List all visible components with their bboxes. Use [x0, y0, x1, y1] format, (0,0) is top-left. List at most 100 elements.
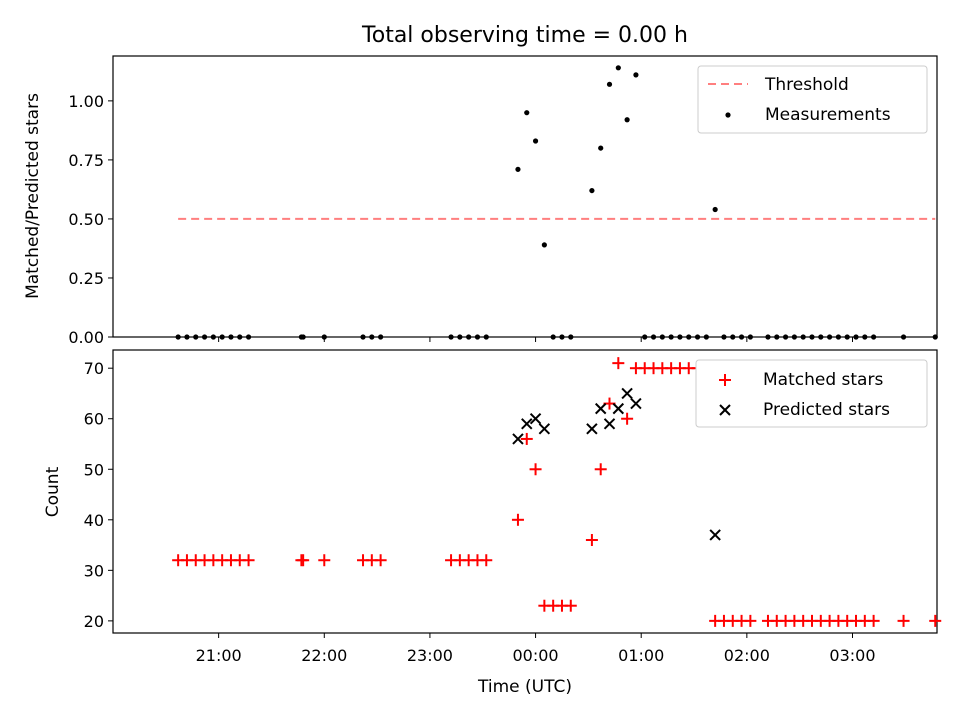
- bottom-y-tick-label: 70: [84, 359, 104, 378]
- top-plot-frame: [112, 55, 938, 338]
- matched-star-point: [897, 614, 910, 627]
- top-y-axis-label: Matched/Predicted stars: [23, 93, 43, 299]
- legend-predicted-label: Predicted stars: [763, 400, 890, 420]
- measurement-point: [606, 81, 613, 87]
- measurement-point: [237, 334, 243, 340]
- bottom-y-axis-label: Count: [43, 466, 63, 517]
- predicted-star-point: [512, 433, 524, 445]
- matched-star-point: [744, 614, 757, 627]
- measurement-point: [800, 334, 806, 340]
- measurement-point: [559, 334, 565, 340]
- measurement-point: [589, 187, 595, 194]
- measurement-point: [483, 334, 489, 340]
- predicted-star-point: [709, 529, 721, 541]
- top-y-tick-label: 0.25: [68, 269, 104, 288]
- matched-star-point: [374, 554, 387, 567]
- measurement-point: [721, 334, 727, 340]
- measurement-point: [474, 334, 481, 340]
- predicted-star-point: [630, 397, 642, 410]
- measurement-point: [835, 334, 842, 340]
- legend-measurements-label: Measurements: [765, 105, 891, 125]
- top-y-tick-label: 0.50: [68, 210, 104, 229]
- matched-star-point: [594, 463, 607, 476]
- matched-star-point: [318, 554, 331, 567]
- measurement-point: [712, 206, 718, 213]
- measurement-point: [844, 334, 850, 340]
- matched-star-point: [511, 513, 524, 526]
- matched-star-point: [297, 554, 310, 567]
- top-legend-box: [697, 65, 928, 134]
- measurement-point: [568, 334, 574, 340]
- x-tick-label: 02:00: [724, 646, 770, 665]
- measurement-point: [765, 334, 771, 340]
- measurement-point: [774, 334, 780, 340]
- predicted-star-point: [612, 402, 625, 415]
- measurement-point: [245, 334, 252, 340]
- top-y-tick-label: 0.75: [68, 151, 104, 170]
- measurement-point: [228, 334, 234, 340]
- matched-star-point: [612, 357, 625, 370]
- bottom-y-tick-label: 20: [84, 612, 104, 631]
- measurement-point: [532, 138, 539, 144]
- measurement-point: [633, 72, 639, 78]
- measurement-point: [650, 334, 657, 340]
- x-tick-label: 21:00: [196, 646, 242, 665]
- measurement-point: [826, 334, 833, 340]
- legend-measurements-swatch: [725, 112, 731, 118]
- measurement-point: [466, 334, 472, 340]
- matched-star-point: [564, 599, 577, 612]
- bottom-legend: Matched stars Predicted stars: [695, 359, 928, 428]
- legend-threshold-label: Threshold: [764, 75, 849, 95]
- measurement-point: [703, 334, 709, 340]
- bottom-y-tick-label: 50: [84, 460, 104, 479]
- measurement-point: [598, 145, 604, 151]
- measurement-point: [871, 334, 877, 340]
- matched-star-point: [929, 614, 942, 627]
- measurement-point: [457, 334, 463, 340]
- measurement-point: [300, 334, 306, 340]
- bottom-plot-frame: [112, 349, 938, 634]
- counts-panel: Count Time (UTC) 20 30 40 50 60 70 21:00 22:00…: [43, 349, 942, 697]
- measurement-point: [193, 334, 199, 340]
- x-tick-label: 00:00: [513, 646, 559, 665]
- measurement-point: [369, 334, 375, 340]
- measurement-point: [668, 334, 674, 340]
- measurement-point: [677, 334, 683, 340]
- measurement-point: [686, 334, 692, 340]
- chart-title: Total observing time = 0.00 h: [361, 23, 688, 48]
- measurement-point: [219, 334, 225, 340]
- x-tick-label: 22:00: [301, 646, 347, 665]
- measurement-point: [862, 334, 868, 340]
- predicted-star-point: [603, 418, 616, 430]
- measurement-point: [448, 334, 454, 340]
- bottom-y-tick-label: 30: [84, 561, 104, 580]
- predicted-star-point: [586, 423, 598, 435]
- measurement-point: [378, 334, 384, 340]
- matched-star-point: [529, 463, 542, 476]
- measurement-point: [184, 334, 190, 340]
- x-axis-label: Time (UTC): [477, 677, 572, 697]
- predicted-star-point: [595, 402, 607, 415]
- measurement-point: [747, 334, 753, 340]
- x-tick-label: 03:00: [829, 646, 875, 665]
- measurement-point: [791, 334, 797, 340]
- measurement-point: [550, 334, 556, 340]
- bottom-y-tick-label: 40: [84, 511, 104, 530]
- measurement-point: [541, 242, 547, 248]
- measurement-point: [659, 334, 665, 340]
- measurement-point: [515, 166, 521, 172]
- matched-star-point: [520, 432, 533, 445]
- measurement-point: [694, 334, 701, 340]
- measurement-point: [730, 334, 736, 340]
- top-y-tick-label: 0.00: [68, 328, 104, 347]
- x-tick-label: 01:00: [618, 646, 664, 665]
- measurement-point: [932, 334, 938, 340]
- measurement-point: [360, 334, 366, 340]
- measurement-point: [818, 334, 824, 340]
- measurement-point: [809, 334, 815, 340]
- measurement-point: [615, 65, 621, 71]
- matched-star-point: [242, 554, 255, 567]
- bottom-legend-box: [695, 359, 928, 428]
- matched-star-point: [621, 412, 634, 425]
